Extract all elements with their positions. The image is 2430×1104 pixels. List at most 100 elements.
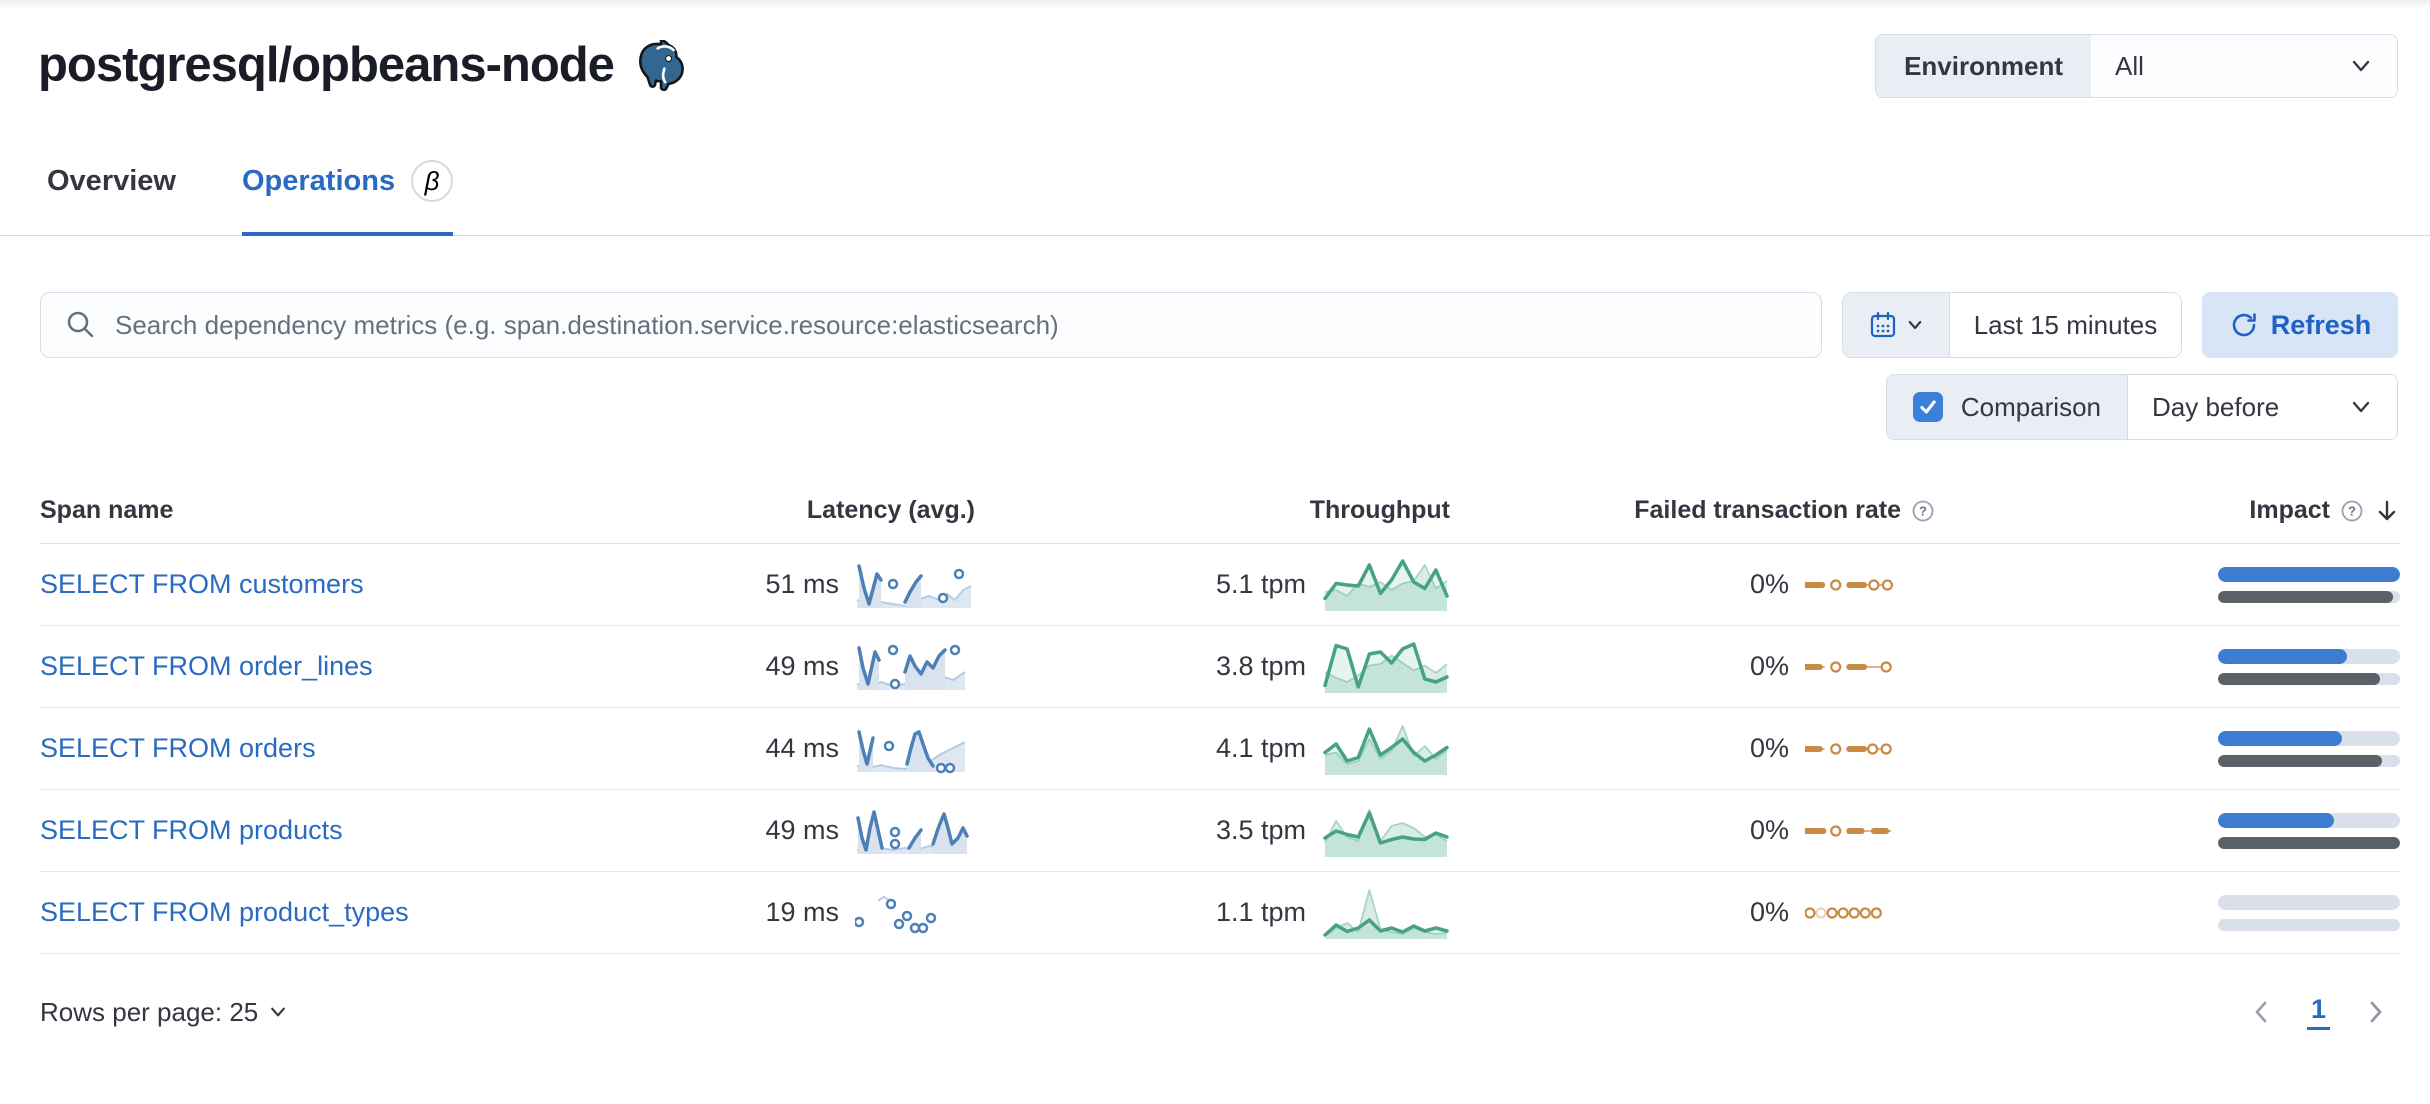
table-row: SELECT FROM order_lines 49 ms 3.8 tpm 0% — [40, 626, 2400, 708]
failed-rate-cell: 0% — [1450, 811, 1935, 851]
impact-bar-current — [2218, 648, 2400, 664]
latency-sparkline — [856, 563, 972, 608]
search-icon — [67, 311, 94, 338]
span-name-cell: SELECT FROM product_types — [40, 897, 640, 928]
time-range-button[interactable]: Last 15 minutes — [1949, 293, 2181, 357]
span-name-link[interactable]: SELECT FROM products — [40, 815, 343, 845]
impact-bar-current — [2218, 566, 2400, 582]
failed-rate-sparkline — [1805, 660, 1892, 673]
svg-text:?: ? — [1919, 503, 1927, 518]
impact-cell — [1935, 812, 2400, 849]
span-name-link[interactable]: SELECT FROM orders — [40, 733, 316, 763]
failed-rate-cell: 0% — [1450, 647, 1935, 687]
environment-value: All — [2115, 50, 2144, 81]
col-throughput[interactable]: Throughput — [1309, 496, 1450, 524]
failed-rate-cell: 0% — [1450, 729, 1935, 769]
failed-rate-sparkline — [1805, 824, 1892, 837]
failed-rate-sparkline — [1805, 742, 1892, 755]
throughput-cell: 1.1 tpm — [975, 885, 1450, 941]
latency-sparkline — [856, 809, 969, 854]
page-title: postgresql/opbeans-node — [38, 38, 615, 92]
environment-label: Environment — [1876, 35, 2091, 97]
latency-value: 49 ms — [765, 651, 839, 681]
table-body: SELECT FROM customers 51 ms 5.1 tpm 0% S… — [40, 544, 2400, 954]
search-box — [40, 292, 1822, 358]
tab-overview[interactable]: Overview — [47, 160, 176, 236]
chevron-right-icon — [2370, 1001, 2382, 1023]
throughput-sparkline — [1323, 724, 1449, 775]
refresh-label: Refresh — [2270, 309, 2372, 340]
span-name-cell: SELECT FROM orders — [40, 733, 640, 764]
latency-cell: 44 ms — [640, 724, 975, 774]
latency-value: 51 ms — [765, 569, 839, 599]
comparison-checkbox[interactable] — [1912, 392, 1943, 422]
top-divider — [0, 0, 2430, 10]
throughput-cell: 4.1 tpm — [975, 721, 1450, 777]
latency-value: 44 ms — [765, 733, 839, 763]
failed-rate-value: 0% — [1749, 815, 1789, 845]
failed-rate-value: 0% — [1749, 897, 1789, 927]
col-latency[interactable]: Latency (avg.) — [806, 496, 975, 524]
table-footer: Rows per page: 25 1 — [40, 994, 2390, 1030]
col-failed-rate[interactable]: Failed transaction rate ? — [1450, 496, 1935, 525]
failed-rate-sparkline — [1805, 906, 1882, 919]
failed-rate-value: 0% — [1749, 569, 1789, 599]
col-impact[interactable]: Impact ? — [1935, 496, 2400, 525]
impact-bar-current — [2218, 812, 2400, 828]
next-page-button[interactable] — [2360, 997, 2390, 1027]
environment-selector[interactable]: Environment All — [1875, 34, 2398, 98]
impact-bar-previous — [2218, 754, 2400, 767]
impact-cell — [1935, 730, 2400, 767]
operations-table: Span name Latency (avg.) Throughput Fail… — [40, 496, 2400, 954]
failed-rate-cell: 0% — [1450, 893, 1935, 933]
impact-bar-current — [2218, 730, 2400, 746]
col-span-name[interactable]: Span name — [40, 496, 174, 524]
tab-overview-label: Overview — [47, 164, 176, 197]
impact-cell — [1935, 566, 2400, 603]
tab-operations[interactable]: Operations β — [241, 160, 454, 236]
sort-desc-icon — [2378, 500, 2396, 520]
failed-rate-value: 0% — [1749, 651, 1789, 681]
page-number[interactable]: 1 — [2306, 994, 2330, 1030]
time-range-value: Last 15 minutes — [1973, 309, 2158, 340]
refresh-button[interactable]: Refresh — [2202, 292, 2398, 358]
throughput-cell: 5.1 tpm — [975, 557, 1450, 613]
span-name-cell: SELECT FROM order_lines — [40, 651, 640, 682]
date-picker: Last 15 minutes — [1842, 292, 2182, 358]
failed-rate-sparkline — [1805, 578, 1894, 591]
table-header: Span name Latency (avg.) Throughput Fail… — [40, 496, 2400, 544]
chevron-down-icon — [1908, 320, 1922, 330]
table-row: SELECT FROM products 49 ms 3.5 tpm 0% — [40, 790, 2400, 872]
span-name-link[interactable]: SELECT FROM order_lines — [40, 651, 373, 681]
chevron-down-icon — [271, 1007, 286, 1017]
latency-value: 49 ms — [765, 815, 839, 845]
throughput-sparkline — [1323, 888, 1449, 939]
prev-page-button[interactable] — [2247, 997, 2277, 1027]
span-name-link[interactable]: SELECT FROM customers — [40, 569, 364, 599]
latency-sparkline — [855, 895, 937, 933]
throughput-cell: 3.5 tpm — [975, 803, 1450, 859]
comparison-value: Day before — [2152, 391, 2280, 422]
search-input[interactable] — [40, 292, 1822, 358]
beta-badge: β — [411, 160, 454, 202]
throughput-value: 4.1 tpm — [1215, 733, 1306, 763]
latency-cell: 49 ms — [640, 642, 975, 692]
impact-cell — [1935, 648, 2400, 685]
throughput-value: 3.5 tpm — [1215, 815, 1306, 845]
postgresql-logo-icon — [639, 40, 684, 92]
latency-cell: 49 ms — [640, 806, 975, 856]
comparison-select[interactable]: Day before — [2127, 375, 2397, 439]
controls-row: Last 15 minutes Refresh — [40, 292, 2398, 358]
rows-per-page-button[interactable]: Rows per page: 25 — [40, 997, 288, 1028]
latency-sparkline — [856, 729, 966, 773]
table-row: SELECT FROM customers 51 ms 5.1 tpm 0% — [40, 544, 2400, 626]
latency-cell: 51 ms — [640, 560, 975, 610]
tab-operations-label: Operations — [241, 164, 396, 197]
tab-bar: Overview Operations β — [0, 160, 2430, 236]
throughput-value: 3.8 tpm — [1215, 651, 1306, 681]
date-picker-calendar-button[interactable] — [1843, 293, 1949, 357]
span-name-link[interactable]: SELECT FROM product_types — [40, 897, 409, 927]
latency-cell: 19 ms — [640, 888, 975, 938]
impact-bar-previous — [2218, 918, 2400, 931]
svg-text:?: ? — [2348, 503, 2356, 518]
